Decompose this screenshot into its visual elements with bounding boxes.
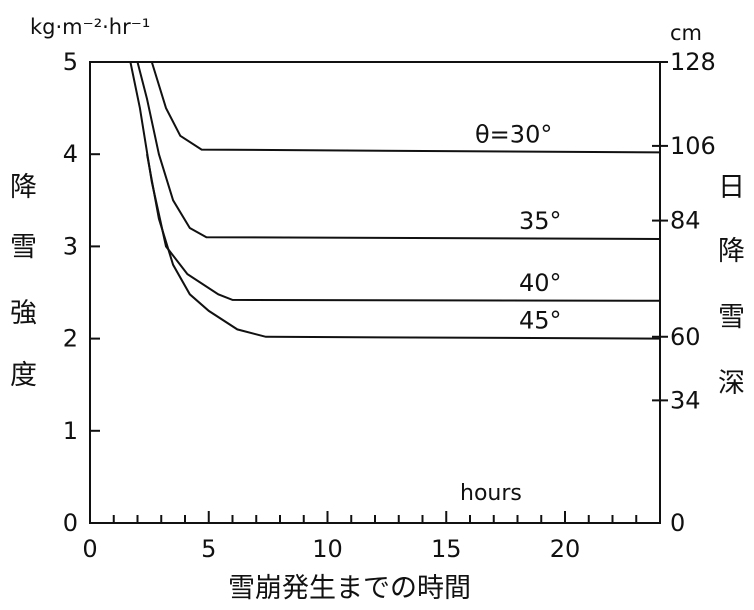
- y-tick-label: 0: [63, 509, 78, 537]
- series-layer: [129, 61, 661, 340]
- right-tick-label: 106: [670, 132, 716, 160]
- y-tick-label: 4: [63, 140, 78, 168]
- y-tick-label: 1: [63, 417, 78, 445]
- y-tick-label: 3: [63, 232, 78, 260]
- hours-label: hours: [460, 481, 522, 506]
- series-line: [146, 154, 661, 340]
- y-axis-title-right-char: 日: [718, 172, 745, 203]
- y-axis-title-left-char: 雪: [10, 232, 37, 263]
- right-tick-label: 128: [670, 48, 716, 76]
- series-labels: θ=30° 35° 40° 45°: [475, 120, 562, 334]
- right-tick-label: 60: [670, 323, 701, 351]
- x-axis-ticks: 0 5 10 15 20: [82, 511, 638, 563]
- series-label: 40°: [519, 269, 562, 297]
- plot-frame: [89, 61, 661, 524]
- y-axis-title-left-char: 降: [10, 172, 37, 203]
- plot-border: [89, 61, 661, 524]
- right-tick-label: 34: [670, 386, 701, 414]
- x-tick-label: 5: [201, 535, 216, 563]
- series-line: [129, 61, 661, 302]
- y-axis-title-right: 日 降 雪 深: [718, 172, 745, 399]
- right-tick-label: 0: [670, 509, 685, 537]
- series-line: [136, 61, 661, 240]
- y-axis-title-left-char: 度: [10, 360, 37, 391]
- x-tick-label: 20: [550, 535, 581, 563]
- y-axis-ticks: 0 1 2 3 4 5: [63, 48, 100, 537]
- y-axis-title-right-char: 降: [718, 236, 745, 267]
- series-label: 35°: [519, 207, 562, 235]
- x-tick-label: 15: [431, 535, 462, 563]
- y-tick-label: 5: [63, 48, 78, 76]
- series-label: 45°: [519, 307, 562, 335]
- right-axis-ticks: 0 34 60 84 106 128: [652, 48, 716, 537]
- y-axis-title-left: 降 雪 強 度: [10, 172, 37, 391]
- y-axis-title-right-char: 深: [718, 368, 745, 399]
- left-unit-label: kg·m⁻²·hr⁻¹: [30, 15, 150, 39]
- x-tick-label: 10: [312, 535, 343, 563]
- x-axis-title: 雪崩発生までの時間: [228, 573, 471, 604]
- right-unit-label: cm: [670, 21, 702, 45]
- y-axis-title-left-char: 強: [10, 298, 37, 329]
- right-tick-label: 84: [670, 207, 701, 235]
- series-line: [142, 61, 661, 154]
- y-axis-title-right-char: 雪: [718, 302, 745, 333]
- x-tick-label: 0: [82, 535, 97, 563]
- series-label: θ=30°: [475, 120, 552, 148]
- y-tick-label: 2: [63, 325, 78, 353]
